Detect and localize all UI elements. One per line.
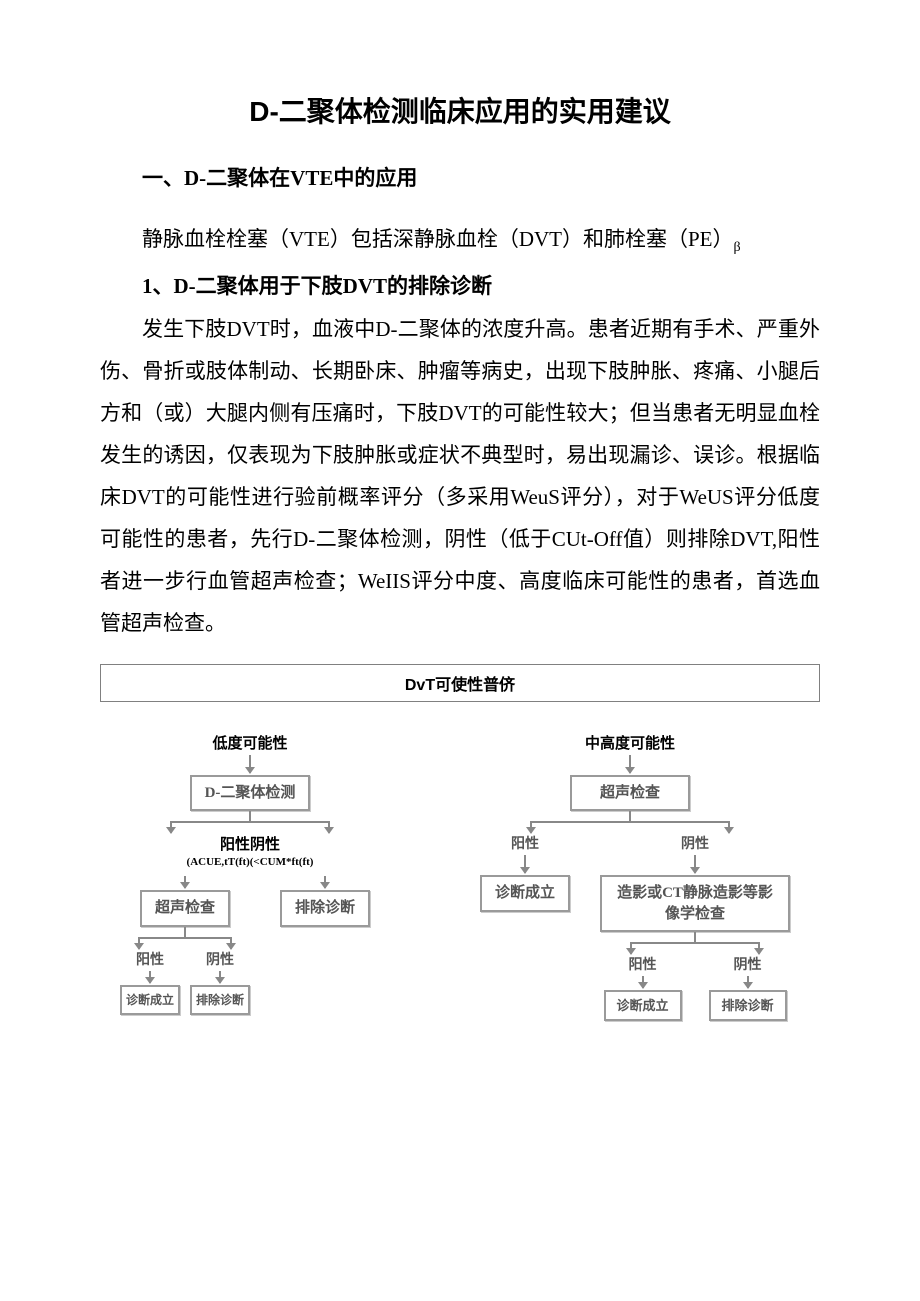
left-top-label: 低度可能性	[212, 732, 287, 753]
arrow-icon	[219, 971, 221, 983]
arrow-icon	[184, 876, 186, 888]
left-positive-branch: 超声检查 阳性 诊断成立 阴性	[120, 874, 250, 1014]
left-neg-excluded: 排除诊断	[280, 890, 370, 926]
arrow-icon	[149, 971, 151, 983]
paragraph-2: 发生下肢DVT时，血液中D-二聚体的浓度升高。患者近期有手术、严重外伤、骨折或肢…	[100, 308, 820, 644]
arrow-icon	[629, 755, 631, 773]
right-sub-pos-label: 阳性	[629, 954, 657, 974]
right-pos-label: 阳性	[511, 833, 539, 853]
right-sub-neg-label: 阴性	[734, 954, 762, 974]
left-pos-neg-label: 阴性	[206, 949, 234, 969]
split-connector	[130, 811, 370, 833]
split-connector	[480, 811, 780, 833]
right-sub-diag-excluded: 排除诊断	[709, 990, 787, 1022]
left-split-caption: (ACUE,tT(ft)(<CUM*ft(ft)	[187, 856, 314, 868]
right-positive-branch: 阳性 诊断成立	[470, 833, 580, 1021]
flowchart-header: DvT可使性普侪	[100, 664, 820, 702]
left-step-ddimer: D-二聚体检测	[190, 775, 310, 811]
split-connector	[600, 932, 790, 954]
right-negative-branch: 阴性 造影或CT静脉造影等影像学检查 阳性 诊断成立	[600, 833, 790, 1021]
right-step-ultrasound: 超声检查	[570, 775, 690, 811]
flowchart: DvT可使性普侪 低度可能性 D-二聚体检测 阳性阴性 (ACUE,tT(ft)…	[100, 664, 820, 1021]
right-neg-imaging: 造影或CT静脉造影等影像学检查	[600, 875, 790, 932]
arrow-icon	[642, 976, 644, 988]
para1-subscript: β	[733, 240, 740, 255]
arrow-icon	[747, 976, 749, 988]
left-diag-confirmed: 诊断成立	[120, 985, 180, 1015]
subsection-heading-1: 1、D-二聚体用于下肢DVT的排除诊断	[100, 270, 820, 300]
arrow-icon	[249, 755, 251, 773]
section-heading-1: 一、D-二聚体在VTE中的应用	[100, 162, 820, 192]
page-title: D-二聚体检测临床应用的实用建议	[100, 90, 820, 130]
right-sub-diag-confirmed: 诊断成立	[604, 990, 682, 1022]
paragraph-1: 静脉血栓栓塞（VTE）包括深静脉血栓（DVT）和肺栓塞（PE）β	[100, 218, 820, 262]
right-top-label: 中高度可能性	[585, 732, 675, 753]
left-pos-pos-label: 阳性	[136, 949, 164, 969]
arrow-icon	[524, 855, 526, 873]
left-pos-ultrasound: 超声检查	[140, 890, 230, 926]
right-neg-label: 阴性	[681, 833, 709, 853]
left-split-labels: 阳性阴性	[220, 833, 280, 854]
left-diag-excluded: 排除诊断	[190, 985, 250, 1015]
left-negative-branch: 排除诊断	[270, 874, 380, 1014]
flow-left-lane: 低度可能性 D-二聚体检测 阳性阴性 (ACUE,tT(ft)(<CUM*ft(…	[100, 732, 400, 1021]
right-diag-confirmed: 诊断成立	[480, 875, 570, 911]
arrow-icon	[694, 855, 696, 873]
split-connector	[120, 927, 250, 949]
arrow-icon	[324, 876, 326, 888]
para1-text: 静脉血栓栓塞（VTE）包括深静脉血栓（DVT）和肺栓塞（PE）	[142, 227, 733, 251]
flow-right-lane: 中高度可能性 超声检查 阳性 诊断成立 阴性	[440, 732, 820, 1021]
